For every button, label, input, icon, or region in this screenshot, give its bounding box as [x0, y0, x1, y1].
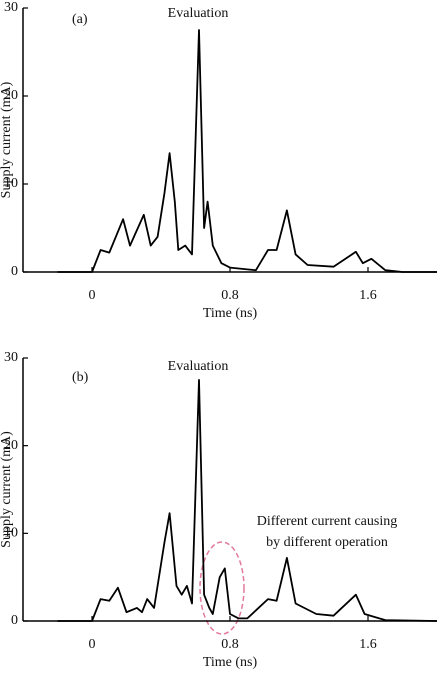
- y-tick-label: 0: [11, 264, 18, 279]
- x-tick-label: 0: [89, 288, 96, 303]
- y-tick-label: 30: [4, 0, 18, 15]
- x-axis-label: Time (ns): [203, 306, 258, 321]
- y-tick-label: 10: [4, 176, 18, 191]
- panel-label: (b): [72, 370, 89, 385]
- current-line: [57, 29, 437, 273]
- y-tick-label: 10: [4, 526, 18, 541]
- panel-label: (a): [72, 12, 88, 27]
- x-tick-label: 1.6: [359, 288, 377, 303]
- y-tick-label: 20: [4, 88, 18, 103]
- panel-title: Evaluation: [168, 6, 229, 21]
- x-axis-label: Time (ns): [203, 655, 258, 670]
- y-tick-label: 0: [11, 613, 18, 628]
- panel-title: Evaluation: [168, 359, 229, 374]
- x-tick-label: 0.8: [221, 637, 239, 652]
- x-tick-label: 0.8: [221, 288, 239, 303]
- current-line: [57, 379, 438, 622]
- annotation: by different operation: [266, 535, 388, 550]
- x-tick-label: 0: [89, 637, 96, 652]
- x-tick-label: 1.6: [359, 637, 377, 652]
- y-axis-label: Supply current (mA): [0, 431, 14, 548]
- annotation: Different current causing: [257, 514, 397, 529]
- y-tick-label: 30: [4, 350, 18, 365]
- y-axis-label: Supply current (mA): [0, 81, 14, 198]
- highlight-ellipse: [199, 541, 245, 635]
- y-tick-label: 20: [4, 438, 18, 453]
